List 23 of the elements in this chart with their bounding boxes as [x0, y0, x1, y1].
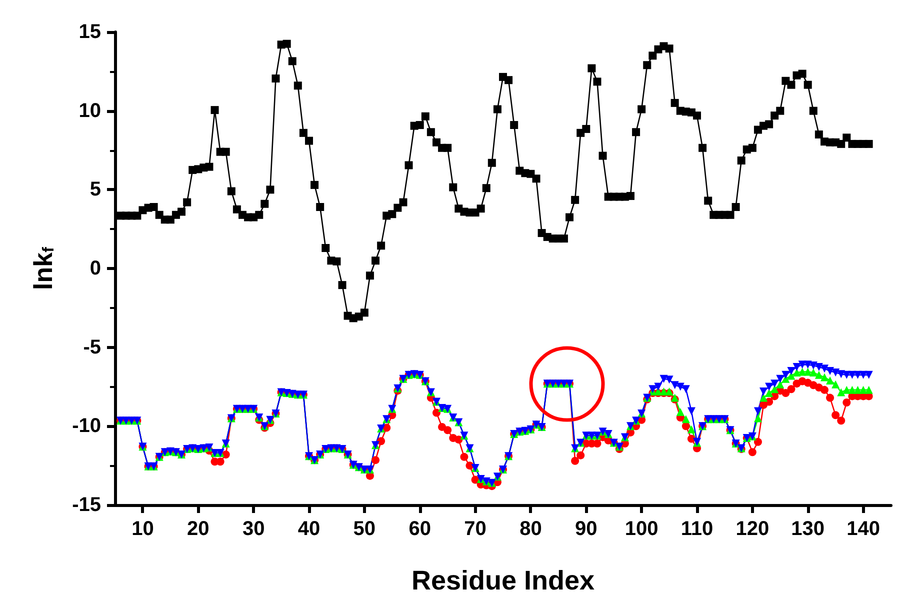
x-tick-label: 30: [242, 518, 265, 540]
x-tick-label: 40: [298, 518, 320, 540]
y-tick-label: -5: [83, 336, 101, 358]
x-tick-label: 130: [791, 518, 825, 540]
x-tick-label: 140: [846, 518, 880, 540]
x-axis-title: Residue Index: [411, 566, 595, 596]
y-axis-title: lnkf: [28, 246, 58, 290]
y-tick-label: -15: [72, 494, 101, 516]
x-tick-label: 60: [408, 518, 431, 540]
y-tick-label: -10: [72, 415, 101, 438]
x-tick-label: 100: [624, 518, 658, 540]
x-tick-label: 50: [353, 518, 376, 540]
x-tick-label: 90: [575, 518, 598, 540]
x-tick-label: 70: [464, 518, 486, 540]
y-tick-label: 15: [78, 21, 101, 43]
y-tick-label: 5: [90, 178, 101, 201]
x-tick-label: 80: [520, 518, 542, 540]
x-tick-label: 110: [680, 518, 714, 540]
x-tick-label: 120: [736, 518, 770, 540]
y-tick-label: 10: [78, 100, 101, 122]
y-tick-label: 0: [90, 258, 101, 280]
x-tick-label: 20: [187, 518, 210, 540]
x-tick-label: 10: [132, 518, 154, 540]
